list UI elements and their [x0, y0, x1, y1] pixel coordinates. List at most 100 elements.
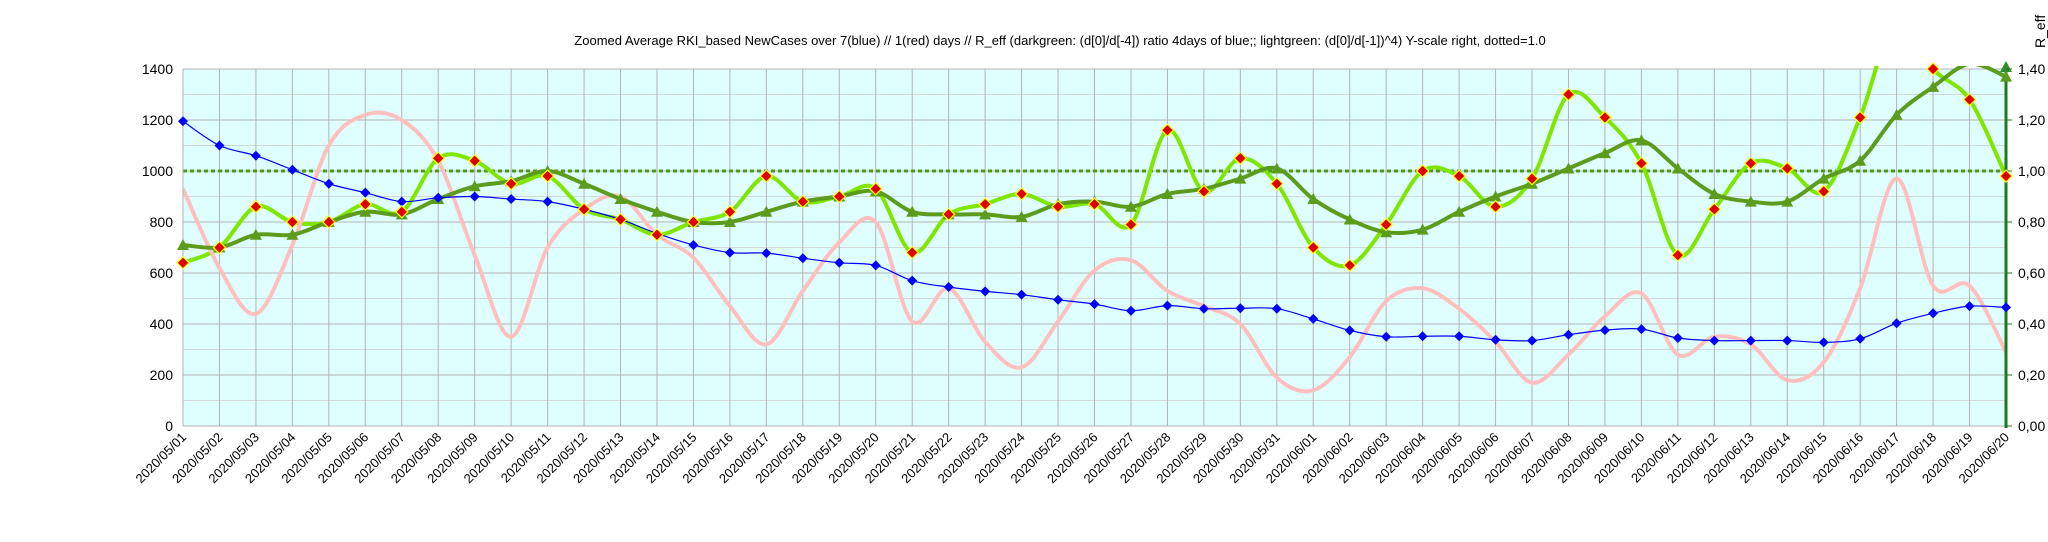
series-4-point — [832, 189, 847, 204]
series-4-point — [868, 182, 883, 196]
series-2-point — [1635, 134, 1648, 146]
y-tick-label-right: 1,00 — [2018, 163, 2045, 179]
series-3-point — [214, 140, 225, 151]
series-2-point — [578, 177, 591, 189]
series-4-point — [431, 151, 446, 166]
series-2-point — [359, 205, 372, 217]
series-2-point — [1416, 223, 1429, 235]
series-2-point — [979, 208, 992, 220]
series-4-point — [577, 202, 591, 217]
series-4-point — [176, 255, 190, 270]
series-2-point — [1781, 195, 1794, 207]
y-tick-label-right: 0,80 — [2018, 214, 2045, 230]
series-4-point — [686, 215, 701, 229]
series-2-point — [1890, 108, 1903, 120]
series-3-point — [980, 286, 991, 297]
series-3-point — [724, 247, 735, 258]
series-3-point — [1818, 337, 1829, 348]
series-4-point — [1452, 169, 1466, 183]
chart-title: Zoomed Average RKI_based NewCases over 7… — [574, 33, 1545, 48]
series-3-point — [250, 150, 261, 161]
series-2-point — [1744, 195, 1757, 207]
series-3-point — [2001, 302, 2011, 313]
series-4-point — [540, 169, 555, 183]
series-4-point — [723, 204, 737, 219]
markers-group — [176, 62, 2013, 348]
series-3-point — [1235, 303, 1246, 314]
y-tick-label-right: 1,40 — [2018, 61, 2045, 77]
y-tick-label-right: 1,20 — [2018, 112, 2045, 128]
series-4-point — [650, 227, 664, 242]
series-3-point — [1527, 335, 1538, 346]
series-4-point — [1743, 156, 1758, 171]
series-3-point — [469, 191, 480, 202]
series-3-point — [396, 196, 407, 207]
y-tick-label-left: 0 — [165, 418, 173, 434]
series-4-point — [1160, 123, 1175, 138]
series-4-point — [1634, 156, 1649, 171]
series-4-point — [1379, 217, 1394, 232]
series-2-point — [468, 180, 481, 192]
y-tick-label-left: 800 — [150, 214, 174, 230]
series-line-1 — [183, 110, 2006, 394]
series-3-point — [1599, 325, 1610, 336]
series-3-point — [1490, 334, 1501, 345]
series-2-point — [2000, 70, 2012, 82]
series-2-point — [906, 205, 919, 217]
series-2-point — [1927, 80, 1940, 92]
series-2-point — [1598, 147, 1611, 159]
y-tick-label-left: 200 — [150, 367, 174, 383]
series-2-point — [650, 205, 663, 217]
series-3-point — [1672, 333, 1683, 344]
y-tick-label-right: 0,20 — [2018, 367, 2045, 383]
series-3-point — [178, 116, 188, 127]
series-3-point — [1198, 303, 1209, 314]
series-3-point — [1745, 335, 1756, 346]
series-4-point — [978, 197, 992, 211]
y-tick-label-left: 1000 — [142, 163, 173, 179]
series-4-point — [394, 204, 409, 219]
series-2-point — [1015, 210, 1028, 222]
series-4-point — [504, 176, 518, 191]
series-3-point — [688, 239, 699, 250]
y-tick-label-left: 1400 — [142, 61, 173, 77]
series-4-point — [1415, 164, 1430, 178]
series-3-point — [1928, 308, 1939, 319]
series-3-point — [1053, 294, 1064, 305]
series-3-point — [1089, 299, 1100, 310]
series-4-point — [905, 245, 920, 260]
series-2-point — [1854, 154, 1867, 166]
series-2-point — [614, 193, 627, 205]
series-3-point — [870, 260, 881, 271]
series-4-point — [1671, 248, 1685, 262]
series-2-point — [1817, 172, 1830, 184]
right-axis-arrow — [2000, 61, 2012, 72]
series-3-point — [797, 253, 808, 264]
y-tick-label-right: 0,00 — [2018, 418, 2045, 434]
series-4-point — [285, 215, 300, 229]
series-3-point — [287, 164, 298, 175]
y-tick-label-right: 0,40 — [2018, 316, 2045, 332]
series-4-point — [1233, 151, 1248, 166]
series-3-point — [1454, 331, 1465, 342]
series-2-point — [1671, 162, 1684, 174]
series-4-point — [1269, 176, 1284, 191]
series-4-point — [1962, 92, 1977, 107]
series-3-point — [1381, 331, 1392, 342]
series-4-point — [1014, 187, 1029, 201]
series-4-point — [358, 197, 373, 211]
series-4-point — [1561, 87, 1576, 102]
series-3-point — [506, 194, 517, 205]
series-4-point — [613, 212, 628, 227]
y-tick-label-right: 0,60 — [2018, 265, 2045, 281]
series-3-point — [1709, 335, 1720, 346]
series-4-point — [1780, 161, 1795, 176]
series-3-point — [907, 275, 918, 286]
series-2-point — [1380, 226, 1393, 238]
series-3-point — [1891, 318, 1902, 329]
series-2-point — [1307, 193, 1320, 205]
series-3-point — [1417, 331, 1428, 342]
series-4-point — [1124, 217, 1138, 232]
right-axis-label: R_eff — [2032, 15, 2048, 48]
